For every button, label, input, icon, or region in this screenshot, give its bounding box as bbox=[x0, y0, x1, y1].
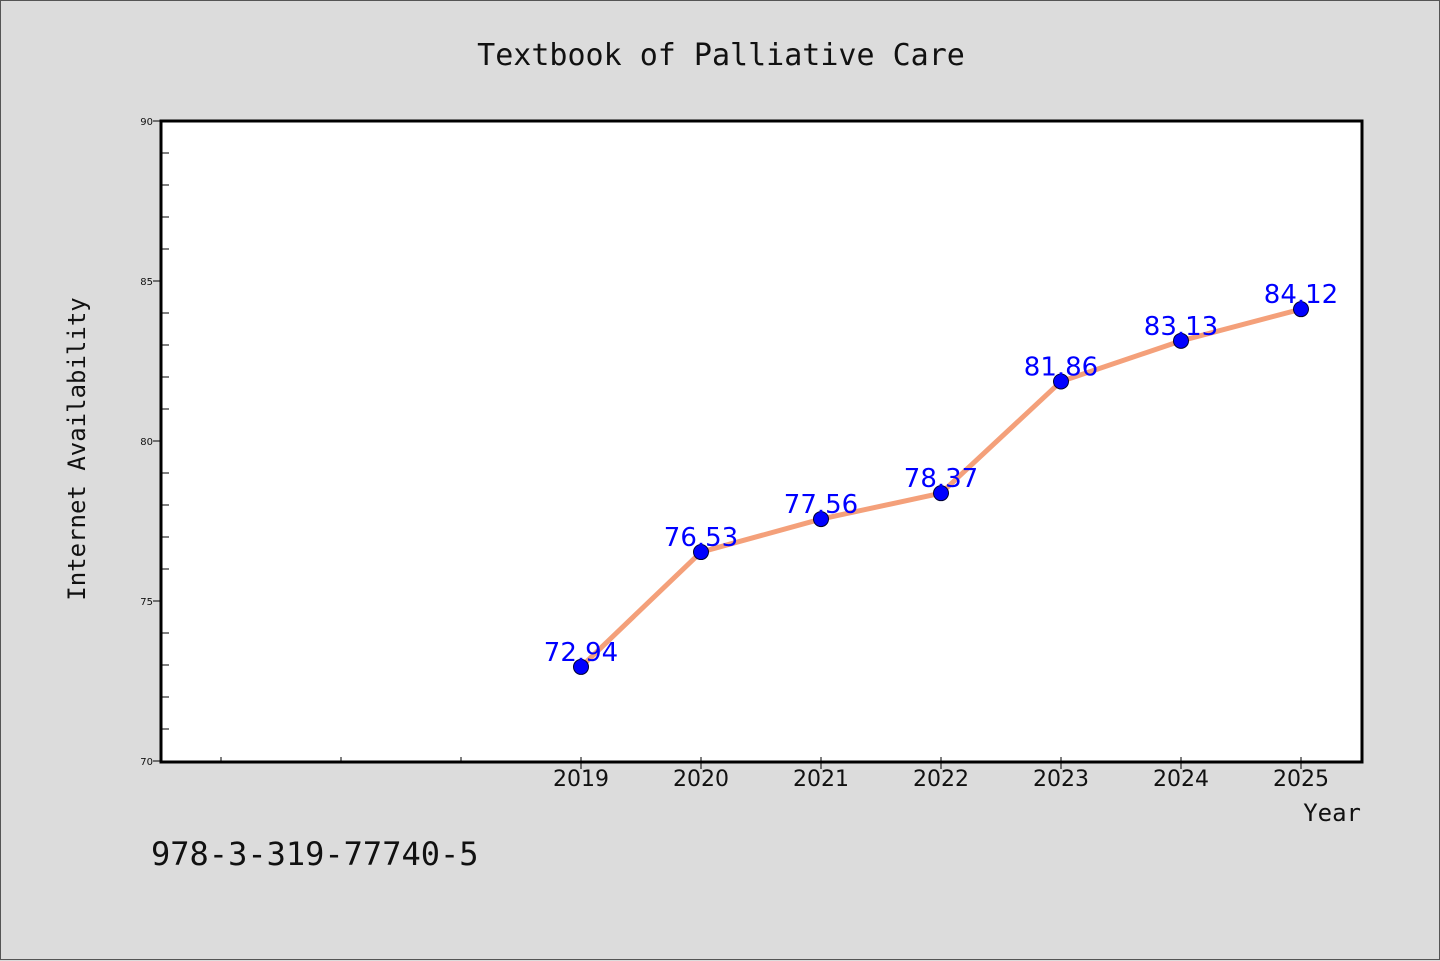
data-point bbox=[1293, 301, 1309, 318]
x-tick-label: 2023 bbox=[1033, 767, 1089, 792]
y-tick-label: 90 bbox=[140, 117, 153, 128]
y-tick-label: 80 bbox=[140, 437, 153, 448]
x-tick-label: 2020 bbox=[673, 767, 729, 792]
data-label: 81.86 bbox=[1024, 352, 1098, 382]
series-group: 72.94 76.53 77.56 78.37 81.86 83.13 84.12 bbox=[544, 280, 1338, 675]
data-point bbox=[1053, 373, 1069, 390]
data-point bbox=[1173, 332, 1189, 349]
data-point bbox=[573, 658, 589, 675]
data-label: 83.13 bbox=[1144, 312, 1218, 342]
data-point bbox=[813, 511, 829, 528]
x-tick-label: 2019 bbox=[553, 767, 609, 792]
x-tick-label: 2021 bbox=[793, 767, 849, 792]
data-point bbox=[693, 544, 709, 561]
data-label: 77.56 bbox=[784, 490, 858, 520]
data-point bbox=[933, 485, 949, 502]
x-tick-label: 2025 bbox=[1273, 767, 1329, 792]
isbn-footer: 978-3-319-77740-5 bbox=[151, 835, 479, 873]
y-axis: 70 75 80 85 90 bbox=[140, 117, 169, 768]
x-axis-label: Year bbox=[1303, 799, 1361, 827]
data-label: 84.12 bbox=[1264, 280, 1338, 310]
chart-title: Textbook of Palliative Care bbox=[477, 38, 965, 73]
plot-area bbox=[159, 119, 1364, 764]
data-label: 78.37 bbox=[904, 464, 978, 494]
y-axis-label: Internet Availability bbox=[63, 297, 91, 600]
x-axis: 2019 2020 2021 2022 2023 2024 2025 bbox=[220, 757, 1329, 792]
data-label: 72.94 bbox=[544, 638, 618, 668]
x-tick-label: 2024 bbox=[1153, 767, 1209, 792]
x-tick-label: 2022 bbox=[913, 767, 969, 792]
data-label: 76.53 bbox=[664, 523, 738, 553]
y-tick-label: 85 bbox=[140, 277, 153, 288]
y-tick-label: 70 bbox=[140, 757, 153, 768]
y-tick-label: 75 bbox=[140, 597, 153, 608]
